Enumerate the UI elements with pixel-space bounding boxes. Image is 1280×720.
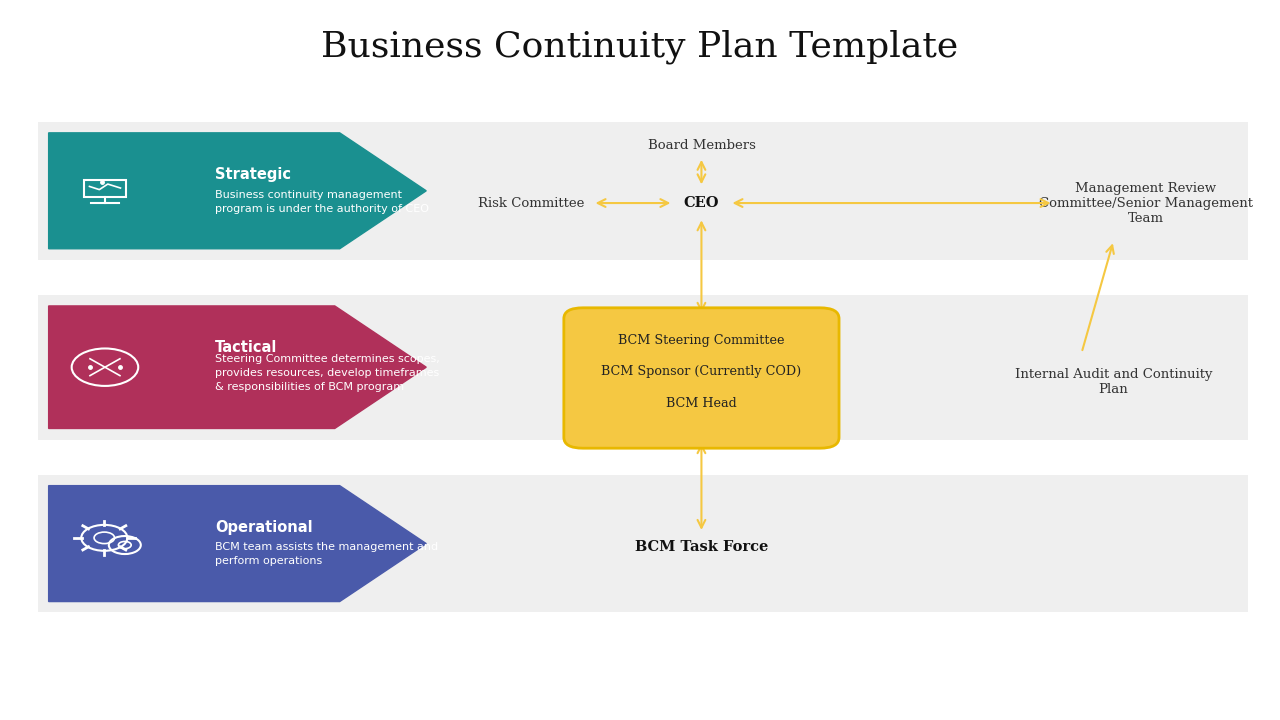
FancyBboxPatch shape — [564, 308, 840, 448]
Bar — [38, 122, 1248, 260]
Text: Steering Committee determines scopes,
provides resources, develop timeframes
& r: Steering Committee determines scopes, pr… — [215, 354, 440, 392]
Text: Business continuity management
program is under the authority of CEO: Business continuity management program i… — [215, 189, 429, 214]
Polygon shape — [49, 306, 426, 428]
Text: Management Review
Committee/Senior Management
Team: Management Review Committee/Senior Manag… — [1038, 181, 1253, 225]
Text: Business Continuity Plan Template: Business Continuity Plan Template — [321, 30, 959, 64]
Bar — [38, 475, 1248, 612]
Polygon shape — [49, 485, 426, 602]
Text: BCM Steering Committee: BCM Steering Committee — [618, 334, 785, 347]
Text: Tactical: Tactical — [215, 340, 278, 354]
Text: BCM Sponsor (Currently COD): BCM Sponsor (Currently COD) — [602, 365, 801, 378]
Bar — [84, 180, 127, 197]
Polygon shape — [49, 132, 426, 249]
Text: Risk Committee: Risk Committee — [477, 197, 585, 210]
Text: BCM Task Force: BCM Task Force — [635, 540, 768, 554]
Text: BCM Head: BCM Head — [666, 397, 737, 410]
Text: Strategic: Strategic — [215, 168, 291, 182]
Text: CEO: CEO — [684, 196, 719, 210]
Text: Board Members: Board Members — [648, 139, 755, 152]
Text: Operational: Operational — [215, 521, 312, 535]
Text: BCM team assists the management and
perform operations: BCM team assists the management and perf… — [215, 542, 438, 567]
Bar — [38, 295, 1248, 439]
Text: Internal Audit and Continuity
Plan: Internal Audit and Continuity Plan — [1015, 368, 1212, 395]
